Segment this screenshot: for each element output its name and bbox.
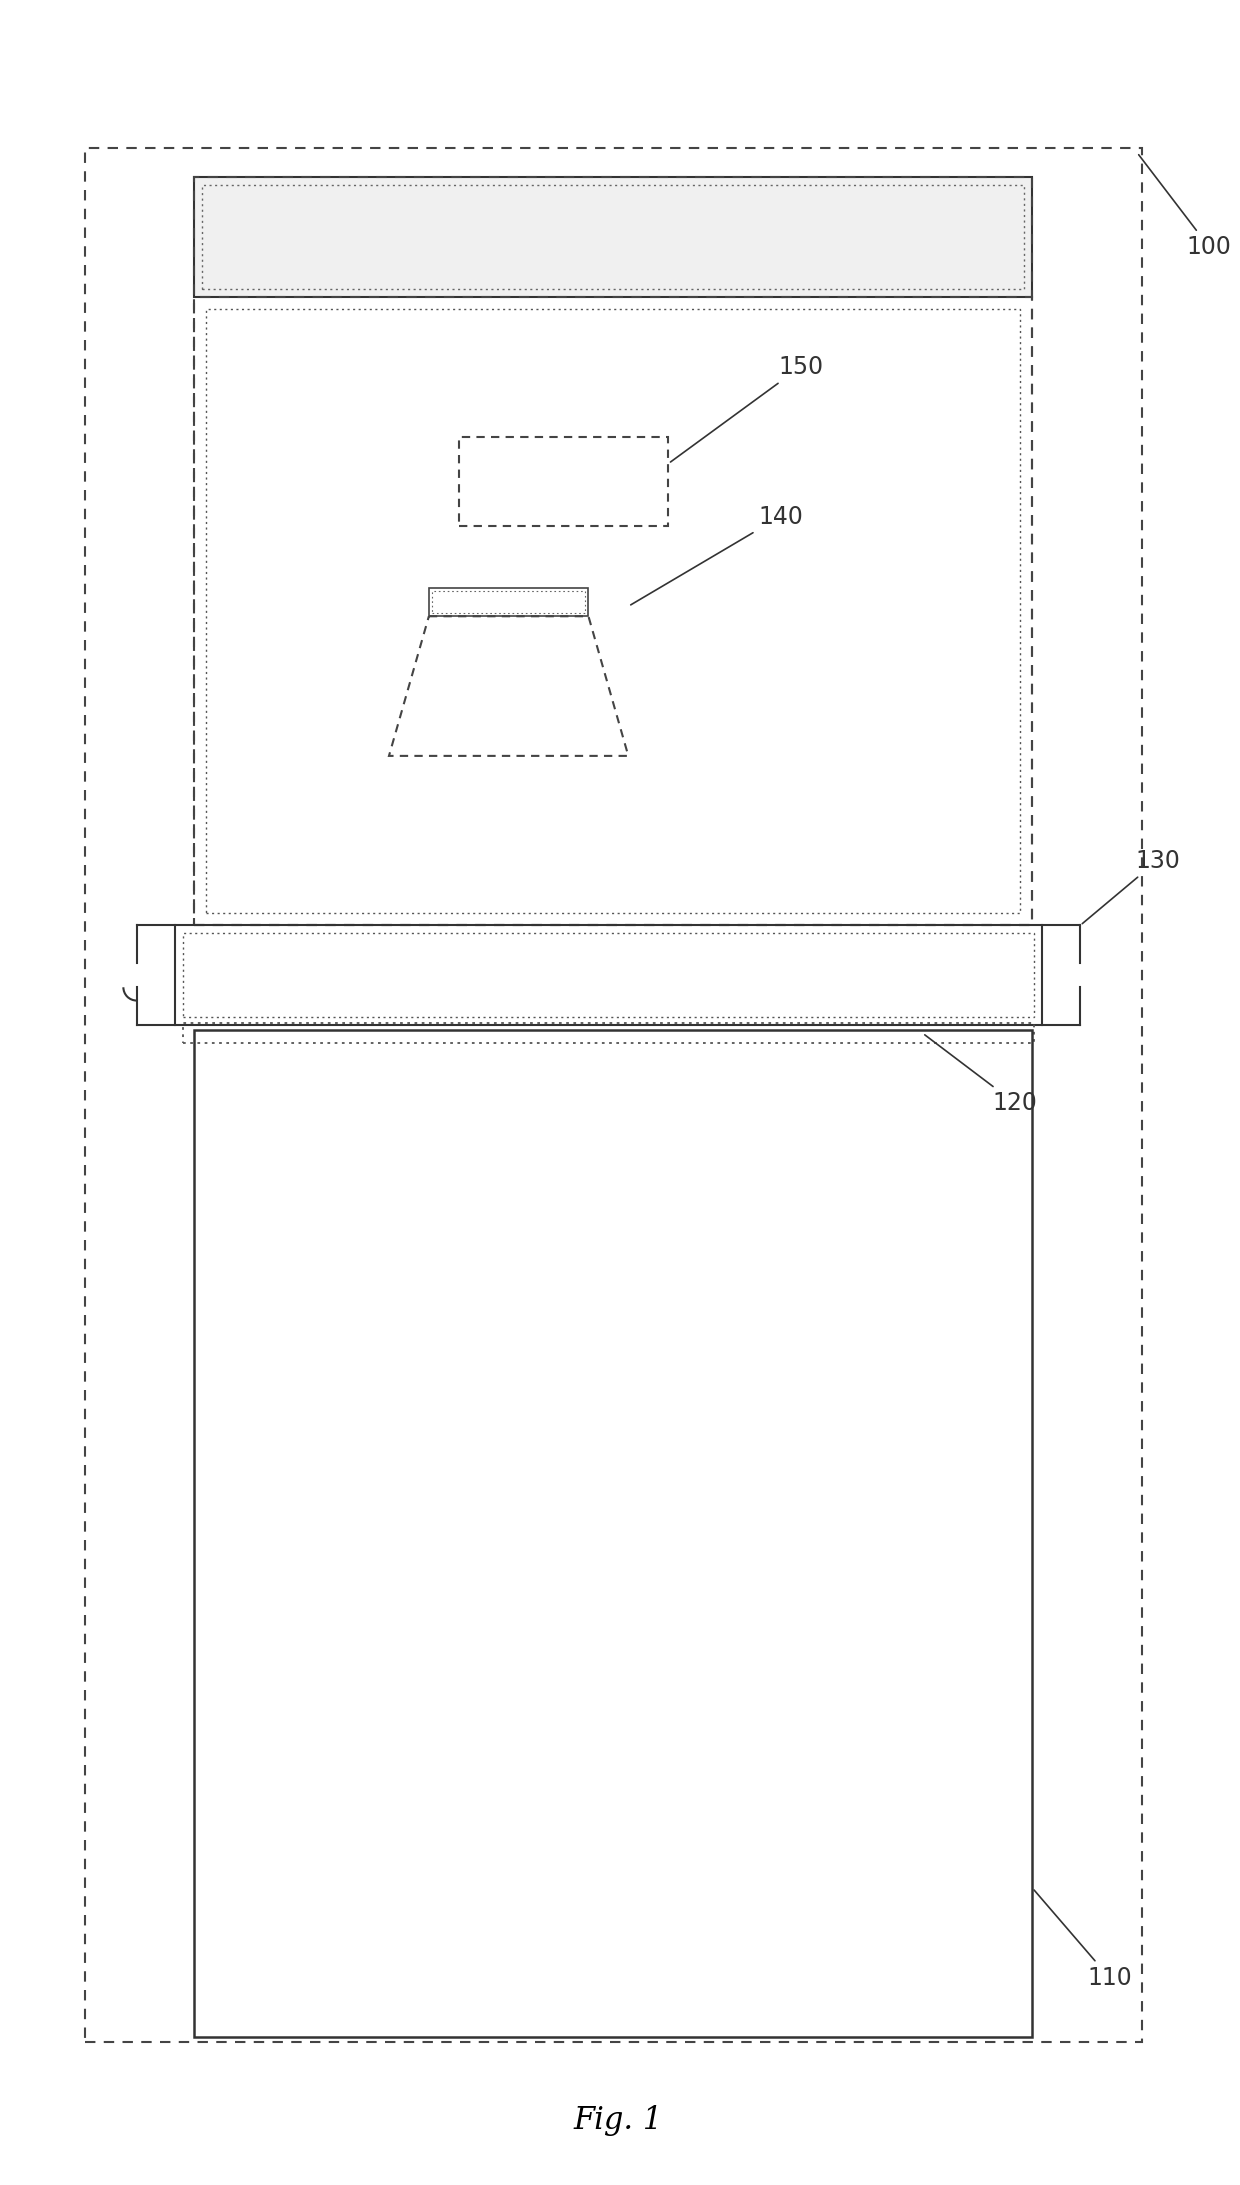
Bar (182, 933, 1034, 1018)
Bar (195, 177, 1032, 297)
Bar (182, 1023, 1034, 1042)
Text: Fig. 1: Fig. 1 (574, 2104, 663, 2135)
Bar (459, 437, 668, 527)
Bar (195, 1029, 1032, 2036)
Text: 150: 150 (671, 354, 823, 461)
Text: 100: 100 (1138, 155, 1231, 260)
Bar (175, 926, 1043, 1025)
Text: 130: 130 (1083, 848, 1180, 924)
Text: 110: 110 (1034, 1890, 1132, 1991)
Text: 140: 140 (631, 505, 802, 605)
Bar (202, 186, 1024, 288)
Bar (195, 297, 1032, 926)
Bar (432, 592, 585, 614)
Bar (84, 149, 1142, 2043)
Bar (206, 308, 1021, 913)
Bar (195, 177, 1032, 926)
Text: 120: 120 (925, 1036, 1037, 1114)
Bar (429, 588, 589, 616)
